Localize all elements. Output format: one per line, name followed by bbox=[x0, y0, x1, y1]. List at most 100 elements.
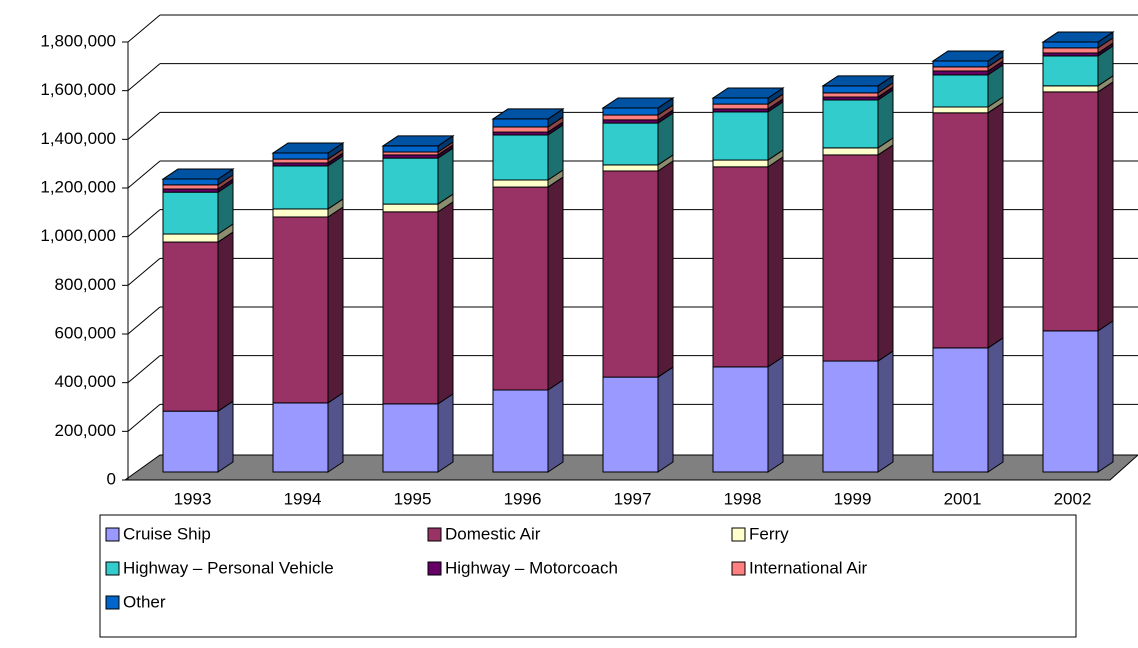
legend-swatch bbox=[427, 527, 442, 542]
y-tick-label: 200,000 bbox=[55, 421, 116, 440]
bar-side bbox=[1097, 80, 1114, 332]
x-tick-label: 1997 bbox=[614, 489, 652, 508]
bar bbox=[932, 74, 989, 108]
grid-line bbox=[127, 355, 161, 384]
bar bbox=[162, 241, 219, 412]
y-tick-label: 1,800,000 bbox=[40, 31, 116, 50]
bar bbox=[602, 170, 659, 378]
legend-label: Domestic Air bbox=[445, 524, 541, 543]
bar bbox=[382, 403, 439, 473]
bar bbox=[492, 179, 549, 188]
x-tick-label: 1996 bbox=[504, 489, 542, 508]
bar bbox=[822, 99, 879, 149]
bar bbox=[272, 402, 329, 473]
bar bbox=[602, 164, 659, 172]
bar bbox=[1042, 55, 1099, 87]
bar bbox=[1042, 330, 1099, 473]
bar bbox=[712, 159, 769, 168]
bar bbox=[932, 112, 989, 349]
bar-side bbox=[547, 176, 564, 391]
bar-side bbox=[217, 400, 234, 473]
bar-side bbox=[987, 336, 1004, 473]
bar-side bbox=[877, 144, 894, 362]
bar-side bbox=[327, 391, 344, 473]
legend-swatch bbox=[105, 527, 120, 542]
legend-swatch bbox=[731, 561, 746, 576]
bar-top bbox=[821, 75, 895, 87]
bar-side bbox=[1097, 319, 1114, 473]
bar bbox=[602, 114, 659, 121]
bar bbox=[272, 208, 329, 218]
y-tick-label: 1,000,000 bbox=[40, 226, 116, 245]
bar-top bbox=[1041, 31, 1115, 43]
bar bbox=[822, 147, 879, 156]
bar bbox=[162, 191, 219, 235]
bar bbox=[712, 166, 769, 368]
y-tick-label: 400,000 bbox=[55, 372, 116, 391]
bar bbox=[932, 60, 989, 68]
bar bbox=[1042, 91, 1099, 332]
bar bbox=[162, 178, 219, 186]
x-tick-label: 1998 bbox=[724, 489, 762, 508]
bar bbox=[712, 103, 769, 110]
bar bbox=[602, 122, 659, 166]
bar-side bbox=[767, 155, 784, 368]
bar bbox=[272, 165, 329, 210]
x-tick-label: 1995 bbox=[394, 489, 432, 508]
grid-line bbox=[127, 257, 161, 286]
bar-side bbox=[437, 200, 454, 405]
grid-line bbox=[127, 63, 161, 92]
bar bbox=[712, 366, 769, 473]
bar bbox=[822, 92, 879, 98]
y-tick-label: 600,000 bbox=[55, 323, 116, 342]
x-tick-label: 1999 bbox=[834, 489, 872, 508]
bar bbox=[1042, 85, 1099, 93]
x-tick-label: 2002 bbox=[1054, 489, 1092, 508]
grid-line bbox=[127, 403, 161, 432]
y-tick-label: 0 bbox=[107, 469, 116, 488]
x-tick-label: 1993 bbox=[174, 489, 212, 508]
grid-line bbox=[127, 209, 161, 238]
grid-line bbox=[127, 160, 161, 189]
legend-label: Ferry bbox=[749, 524, 789, 543]
bar bbox=[1042, 47, 1099, 54]
legend-swatch bbox=[731, 527, 746, 542]
y-tick-label: 800,000 bbox=[55, 275, 116, 294]
bar-side bbox=[987, 101, 1004, 349]
legend-label: Other bbox=[123, 592, 166, 611]
bar bbox=[382, 145, 439, 153]
bar bbox=[822, 85, 879, 94]
bar bbox=[162, 184, 219, 190]
bar-top bbox=[601, 97, 675, 109]
legend-swatch bbox=[427, 561, 442, 576]
bar-side bbox=[327, 206, 344, 404]
bar bbox=[932, 106, 989, 114]
bar bbox=[272, 152, 329, 160]
legend-label: International Air bbox=[749, 558, 867, 577]
bar bbox=[492, 118, 549, 128]
y-tick-label: 1,200,000 bbox=[40, 177, 116, 196]
bar bbox=[1042, 41, 1099, 49]
bar-top bbox=[711, 87, 785, 99]
bar bbox=[162, 233, 219, 243]
bar-side bbox=[217, 231, 234, 413]
legend-swatch bbox=[105, 595, 120, 610]
bar bbox=[382, 157, 439, 205]
bar bbox=[492, 186, 549, 391]
grid-line bbox=[127, 111, 161, 140]
legend-label: Highway – Personal Vehicle bbox=[123, 558, 334, 577]
bar bbox=[712, 111, 769, 161]
legend-label: Cruise Ship bbox=[123, 524, 211, 543]
bar bbox=[382, 211, 439, 405]
bar bbox=[602, 107, 659, 116]
x-tick-label: 1994 bbox=[284, 489, 322, 508]
legend bbox=[99, 514, 1077, 638]
bar bbox=[382, 203, 439, 213]
bar bbox=[932, 70, 989, 76]
bar bbox=[602, 376, 659, 473]
bar bbox=[272, 216, 329, 404]
bar bbox=[492, 134, 549, 181]
bar-side bbox=[657, 366, 674, 473]
bar bbox=[822, 360, 879, 473]
grid-line bbox=[127, 14, 161, 43]
